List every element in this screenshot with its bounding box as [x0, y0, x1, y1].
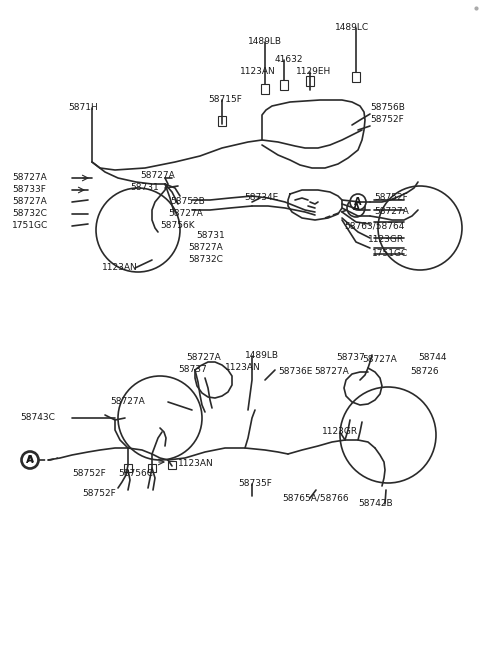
- Circle shape: [22, 452, 38, 468]
- Text: 58731: 58731: [196, 231, 225, 240]
- Text: 58733F: 58733F: [12, 185, 46, 194]
- Text: 58727A: 58727A: [374, 208, 409, 217]
- Text: 58727A: 58727A: [186, 353, 221, 363]
- Text: 1751GC: 1751GC: [372, 250, 408, 258]
- Text: 58727A: 58727A: [12, 173, 47, 183]
- Text: 58744: 58744: [418, 353, 446, 363]
- Text: 58752F: 58752F: [82, 489, 116, 499]
- Text: 58731: 58731: [130, 183, 159, 193]
- Text: 58732C: 58732C: [188, 256, 223, 265]
- Text: 1123AN: 1123AN: [102, 263, 138, 273]
- Text: A: A: [26, 455, 34, 464]
- Bar: [124, 464, 132, 472]
- Text: 58735F: 58735F: [238, 480, 272, 489]
- Text: 58737: 58737: [336, 353, 365, 363]
- Text: 58727A: 58727A: [12, 198, 47, 206]
- Text: 1489LB: 1489LB: [248, 37, 282, 47]
- Bar: [148, 464, 156, 472]
- Text: 58765A/58766: 58765A/58766: [282, 493, 348, 503]
- Text: 58752F: 58752F: [374, 194, 408, 202]
- Text: 1751GC: 1751GC: [12, 221, 48, 231]
- Text: 1129EH: 1129EH: [296, 68, 331, 76]
- Bar: [261, 84, 269, 94]
- Text: 58734E: 58734E: [244, 194, 278, 202]
- Text: 58727A: 58727A: [110, 397, 145, 407]
- Text: A: A: [354, 197, 362, 207]
- Text: 58763/58764: 58763/58764: [344, 221, 404, 231]
- Bar: [280, 80, 288, 90]
- Text: 1123AN: 1123AN: [225, 363, 261, 373]
- Text: 58727A: 58727A: [168, 210, 203, 219]
- Bar: [352, 72, 360, 82]
- Text: 58727A: 58727A: [188, 244, 223, 252]
- Text: 1123GR: 1123GR: [368, 235, 404, 244]
- Text: 58737: 58737: [178, 365, 207, 374]
- Circle shape: [347, 199, 365, 217]
- Text: 58742B: 58742B: [358, 499, 393, 509]
- Text: 58727A: 58727A: [140, 171, 175, 179]
- Text: 58726: 58726: [410, 367, 439, 376]
- Circle shape: [21, 451, 39, 469]
- Text: 58752F: 58752F: [370, 116, 404, 124]
- Text: 5871H: 5871H: [68, 104, 98, 112]
- Text: A: A: [352, 204, 360, 212]
- Bar: [168, 461, 176, 469]
- Text: 1489LB: 1489LB: [245, 351, 279, 361]
- Bar: [306, 76, 314, 86]
- Text: 58715F: 58715F: [208, 95, 242, 104]
- Text: 41632: 41632: [275, 55, 303, 64]
- Text: 1123GR: 1123GR: [322, 428, 358, 436]
- Text: 58756K: 58756K: [160, 221, 194, 231]
- Text: 58736E: 58736E: [278, 367, 312, 376]
- Text: A: A: [26, 455, 34, 465]
- Text: 1123AN: 1123AN: [178, 459, 214, 468]
- Text: 58732C: 58732C: [12, 210, 47, 219]
- Text: 58756C: 58756C: [118, 470, 153, 478]
- Bar: [218, 116, 226, 126]
- Text: 58727A: 58727A: [362, 355, 397, 365]
- Text: 58727A: 58727A: [314, 367, 349, 376]
- Text: 1489LC: 1489LC: [335, 24, 369, 32]
- Text: 58752B: 58752B: [170, 198, 205, 206]
- Text: 58752F: 58752F: [72, 470, 106, 478]
- Circle shape: [350, 194, 366, 210]
- Text: 1123AN: 1123AN: [240, 68, 276, 76]
- Text: 58743C: 58743C: [20, 413, 55, 422]
- Text: 58756B: 58756B: [370, 104, 405, 112]
